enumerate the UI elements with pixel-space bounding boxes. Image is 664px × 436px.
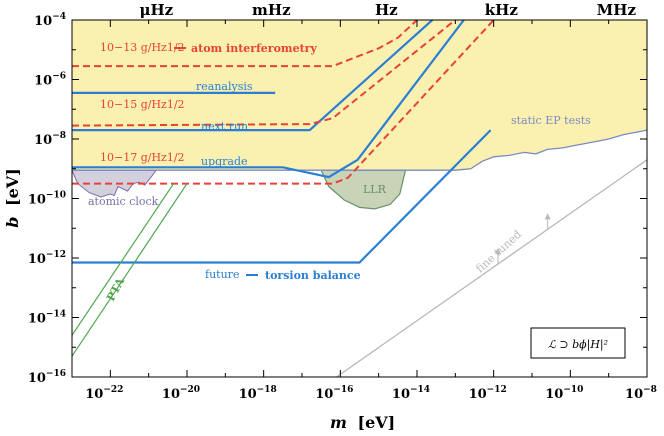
- x-tick-label: 10−8: [625, 385, 657, 402]
- series-pta-8: [72, 183, 175, 336]
- frequency-label: Hz: [375, 1, 398, 19]
- x-tick-label: 10−12: [469, 385, 507, 402]
- frequency-label: mHz: [252, 1, 291, 19]
- y-tick-label: 10−4: [34, 12, 66, 29]
- series-boundary-0: [72, 129, 647, 171]
- atomic-clock-label: atomic clock: [88, 195, 159, 208]
- x-tick-label: 10−16: [315, 385, 353, 402]
- static-ep-label: static EP tests: [511, 114, 591, 127]
- axis-ticks: [71, 19, 648, 378]
- series-pta-9: [72, 183, 188, 357]
- reanalysis-label: reanalysis: [196, 80, 253, 93]
- next-run-label: next run: [201, 120, 248, 133]
- atom-interferometry-label: atom interferometry: [191, 42, 317, 55]
- x-tick-label: 10−20: [162, 385, 200, 402]
- y-tick-label: 10−8: [34, 131, 66, 148]
- y-tick-label: 10−12: [28, 250, 66, 267]
- frequency-label: μHz: [139, 1, 173, 19]
- series-fine-10: [336, 159, 647, 377]
- torsion-balance-label: torsion balance: [265, 269, 361, 282]
- pta-label: PTA: [104, 275, 127, 303]
- fine-tuned-arrows: [494, 213, 551, 265]
- x-tick-label: 10−14: [392, 385, 430, 402]
- series-torsion-4: [72, 129, 492, 264]
- excluded-region: [72, 20, 647, 171]
- y-tick-label: 10−16: [28, 369, 66, 386]
- atom-bot-sensitivity: 10−17 g/Hz1/2: [100, 151, 185, 164]
- y-tick-label: 10−6: [34, 72, 66, 89]
- series-atom-7: [72, 20, 495, 185]
- series-torsion-3: [72, 20, 465, 179]
- x-axis-var: m: [330, 413, 347, 432]
- atomic-clock-region: [72, 169, 158, 198]
- series-torsion-2: [72, 20, 434, 132]
- x-axis-title: m [eV]: [330, 413, 395, 432]
- curves: [72, 20, 647, 377]
- x-tick-label: 10−22: [85, 385, 123, 402]
- future-label: future: [205, 268, 239, 281]
- y-tick-labels: 10−4 10−6 10−8 10−10 10−12 10−14 10−16: [28, 12, 66, 386]
- lagrangian-box: [530, 327, 626, 359]
- frequency-labels: μHz mHz Hz kHz MHz: [139, 1, 636, 19]
- atom-mid-sensitivity: 10−15 g/Hz1/2: [100, 98, 185, 111]
- atom-top-sensitivity: 10−13 g/Hz1/2: [100, 41, 185, 54]
- y-axis-unit: [eV]: [3, 168, 22, 206]
- x-axis-unit: [eV]: [358, 413, 396, 432]
- x-tick-label: 10−10: [545, 385, 583, 402]
- x-tick-labels: 10−22 10−20 10−18 10−16 10−14 10−12 10−10 10−8: [85, 385, 657, 402]
- y-axis-title: b [eV]: [3, 168, 22, 228]
- y-tick-label: 10−14: [28, 310, 66, 327]
- x-tick-label: 10−18: [239, 385, 277, 402]
- frequency-label: MHz: [597, 1, 637, 19]
- lagrangian-label: ℒ ⊃ bϕ|H|²: [548, 338, 608, 352]
- frequency-label: kHz: [485, 1, 519, 19]
- upgrade-label: upgrade: [201, 155, 248, 168]
- llr-label: LLR: [363, 183, 387, 196]
- fine-tuned-arrow-head-0: [494, 248, 501, 255]
- fine-tuned-arrow-head-1: [544, 213, 551, 220]
- series-atom-5: [72, 20, 418, 68]
- y-tick-label: 10−10: [28, 191, 66, 208]
- y-axis-var: b: [3, 217, 22, 228]
